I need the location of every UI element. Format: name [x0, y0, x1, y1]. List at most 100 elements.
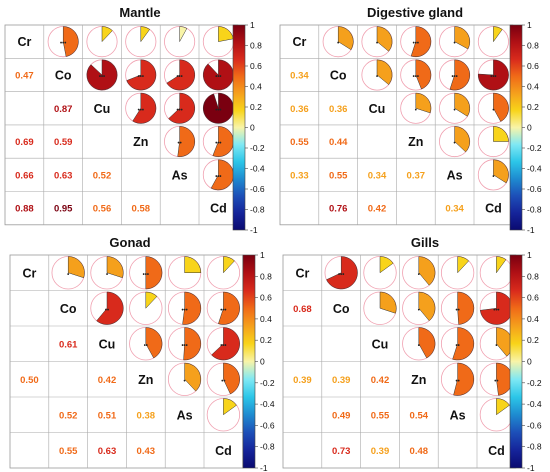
significance-stars: • [418, 272, 420, 278]
significance-stars: •• [455, 307, 459, 313]
significance-stars: ••• [338, 272, 344, 278]
pie-marker: ••• [479, 291, 514, 325]
pie-slice [493, 26, 503, 43]
pie-slice [337, 26, 354, 51]
pie-slice [478, 59, 509, 91]
correlation-value: 0.33 [290, 170, 309, 181]
colorbar-tick-label: 0 [527, 357, 532, 367]
pie-slice [184, 362, 202, 392]
pie-slice [379, 256, 394, 274]
diagonal-label: Zn [411, 373, 426, 387]
colorbar-tick-label: 1 [527, 20, 532, 30]
diagonal-label: Cr [22, 266, 36, 280]
pie-marker: ••• [206, 291, 241, 325]
panel-digestive-gland: Digestive gland Cr Co Cu Zn As Cd 0.34 0.36 0.36 0… [279, 5, 542, 235]
correlation-value: 0.42 [371, 375, 390, 386]
correlation-value: 0.66 [15, 170, 34, 181]
correlation-value: 0.36 [329, 104, 348, 115]
colorbar-tick-label: 0.6 [527, 293, 539, 303]
pie-slice [132, 92, 157, 124]
colorbar-bar [509, 24, 523, 231]
pie-marker: ••• [202, 59, 234, 91]
colorbar-tick-label: -0.4 [527, 399, 542, 409]
pie-marker: ••• [167, 291, 202, 325]
diagonal-label: Co [60, 302, 77, 316]
significance-stars: ••• [215, 141, 221, 147]
pie-slice [493, 92, 509, 122]
pie-marker [202, 26, 234, 58]
pie-slice [326, 256, 358, 290]
pie-marker: • [439, 92, 471, 124]
pie-slice [179, 26, 188, 42]
colorbar-tick-label: -0.2 [260, 378, 275, 388]
pie-marker: • [167, 362, 202, 396]
colorbar-tick-label: 0 [527, 123, 532, 133]
correlation-value: 0.73 [332, 446, 351, 457]
correlation-value: 0.56 [93, 204, 112, 215]
pie-slice [454, 26, 470, 50]
pie-slice [168, 92, 195, 124]
pie-marker: ••• [439, 59, 471, 91]
correlation-value: 0.34 [445, 204, 464, 215]
pie-slice [376, 26, 393, 52]
pie-slice [223, 256, 235, 274]
pie-slice [454, 92, 470, 117]
colorbar-tick-label: -1 [250, 225, 258, 235]
pie-marker: • [361, 26, 393, 58]
pie-marker: •• [440, 362, 475, 396]
correlation-value: 0.76 [329, 204, 348, 215]
pie-marker: • [439, 126, 471, 158]
diagonal-label: Co [333, 302, 350, 316]
pie-slice [457, 291, 475, 325]
pie-slice [496, 256, 507, 274]
correlation-value: 0.59 [54, 137, 73, 148]
correlation-value: 0.68 [293, 304, 312, 315]
colorbar: 1 0.8 0.6 0.4 0.2 0 -0.2 -0.4 -0.6 -0.8 -1 [232, 20, 265, 235]
pie-marker: ••• [125, 92, 157, 124]
colorbar-tick-label: -0.2 [527, 143, 542, 153]
panel-mantle: Mantle Cr Co Cu Zn As Cd 0.47 0.87 0.69 0.59 0.66 0.… [4, 5, 265, 235]
significance-stars: ••• [176, 107, 182, 113]
significance-stars: • [418, 343, 420, 349]
colorbar-tick-label: -0.6 [527, 420, 542, 430]
pie-marker [164, 26, 196, 58]
correlation-value: 0.50 [20, 375, 39, 386]
diagonal-label: As [447, 168, 463, 182]
pie-slice [145, 291, 158, 309]
colorbar-bar [509, 254, 523, 469]
panel-gills: Gills Cr Co Cu Zn As Cd 0.68 0.39 0.39 0.42 0.49 0.5… [282, 235, 542, 472]
pie-slice [218, 26, 234, 42]
correlation-value: 0.88 [15, 204, 34, 215]
colorbar-tick-label: 0.4 [527, 82, 539, 92]
significance-stars: ••• [215, 107, 221, 113]
diagonal-label: Co [55, 68, 72, 82]
significance-stars: •• [455, 343, 459, 349]
significance-stars: • [67, 272, 69, 278]
pie-marker [125, 26, 157, 58]
significance-stars: • [495, 343, 497, 349]
significance-stars: ••• [60, 41, 66, 47]
significance-stars: ••• [215, 174, 221, 180]
colorbar-tick-label: -0.2 [250, 143, 265, 153]
pie-slice [457, 256, 470, 274]
colorbar-tick-label: 0.8 [260, 271, 272, 281]
colorbar-tick-label: 0.4 [250, 82, 262, 92]
pie-marker [363, 256, 397, 290]
pie-slice [453, 362, 475, 396]
pie-slice [203, 92, 234, 124]
pie-marker: ••• [125, 59, 157, 91]
pie-slice [493, 159, 509, 184]
pie-slice [145, 327, 163, 359]
colorbar: 1 0.8 0.6 0.4 0.2 0 -0.2 -0.4 -0.6 -0.8 -1 [242, 250, 275, 472]
pie-marker: • [361, 59, 393, 91]
correlation-value: 0.69 [15, 137, 34, 148]
colorbar-tick-label: 0 [250, 123, 255, 133]
diagonal-label: Zn [408, 135, 423, 149]
pie-marker: •• [206, 362, 241, 396]
correlation-value: 0.54 [410, 410, 429, 421]
pie-slice [177, 126, 195, 157]
significance-stars: •• [177, 141, 181, 147]
diagonal-label: Cu [369, 102, 386, 116]
correlation-value: 0.48 [410, 446, 429, 457]
